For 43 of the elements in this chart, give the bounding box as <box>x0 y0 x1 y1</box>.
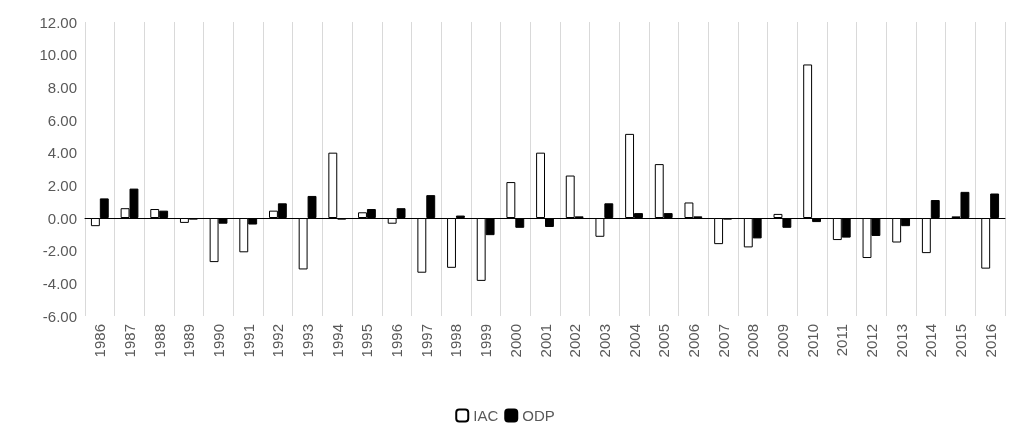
x-tick-label: 2012 <box>862 324 880 358</box>
x-tick-label: 1990 <box>210 324 228 358</box>
legend-label: ODP <box>522 407 555 424</box>
y-tick-label: 12.00 <box>39 13 77 31</box>
x-tick-label: 1997 <box>417 324 435 358</box>
legend-label: IAC <box>473 407 499 424</box>
x-tick-label: 2000 <box>506 324 524 358</box>
x-tick-label: 1995 <box>358 324 376 358</box>
y-tick-label: -6.00 <box>42 307 77 325</box>
x-tick-label: 2010 <box>803 324 821 358</box>
x-tick-label: 1987 <box>121 324 139 358</box>
x-tick-label: 1994 <box>328 324 346 358</box>
x-tick-label: 2004 <box>625 324 643 358</box>
x-tick-label: 2007 <box>714 324 732 358</box>
y-tick-label: 6.00 <box>47 111 77 129</box>
y-tick-label: 0.00 <box>47 209 77 227</box>
x-tick-label: 2002 <box>566 324 584 358</box>
x-tick-label: 2008 <box>744 324 762 358</box>
y-tick-label: 4.00 <box>47 144 77 162</box>
x-tick-label: 2005 <box>655 324 673 358</box>
x-tick-label: 2013 <box>892 324 910 358</box>
x-tick-label: 2001 <box>536 324 554 358</box>
y-tick-label: 8.00 <box>47 78 77 96</box>
x-tick-label: 1993 <box>299 324 317 358</box>
x-tick-label: 1996 <box>388 324 406 358</box>
x-tick-label: 2015 <box>951 324 969 358</box>
x-tick-label: 1992 <box>269 324 287 358</box>
x-tick-label: 2003 <box>595 324 613 358</box>
x-tick-label: 1999 <box>477 324 495 358</box>
y-tick-label: -2.00 <box>42 242 77 260</box>
y-tick-label: -4.00 <box>42 274 77 292</box>
x-tick-label: 1986 <box>91 324 109 358</box>
x-tick-label: 1991 <box>239 324 257 358</box>
x-tick-label: 1989 <box>180 324 198 358</box>
y-tick-label: 2.00 <box>47 176 77 194</box>
x-tick-label: 1988 <box>150 324 168 358</box>
x-tick-label: 2016 <box>981 324 999 358</box>
y-tick-label: 10.00 <box>39 46 77 64</box>
x-tick-label: 2014 <box>922 324 940 358</box>
x-tick-label: 2009 <box>773 324 791 358</box>
x-tick-label: 2006 <box>684 324 702 358</box>
x-tick-label: 1998 <box>447 324 465 358</box>
x-tick-label: 2011 <box>833 324 851 357</box>
